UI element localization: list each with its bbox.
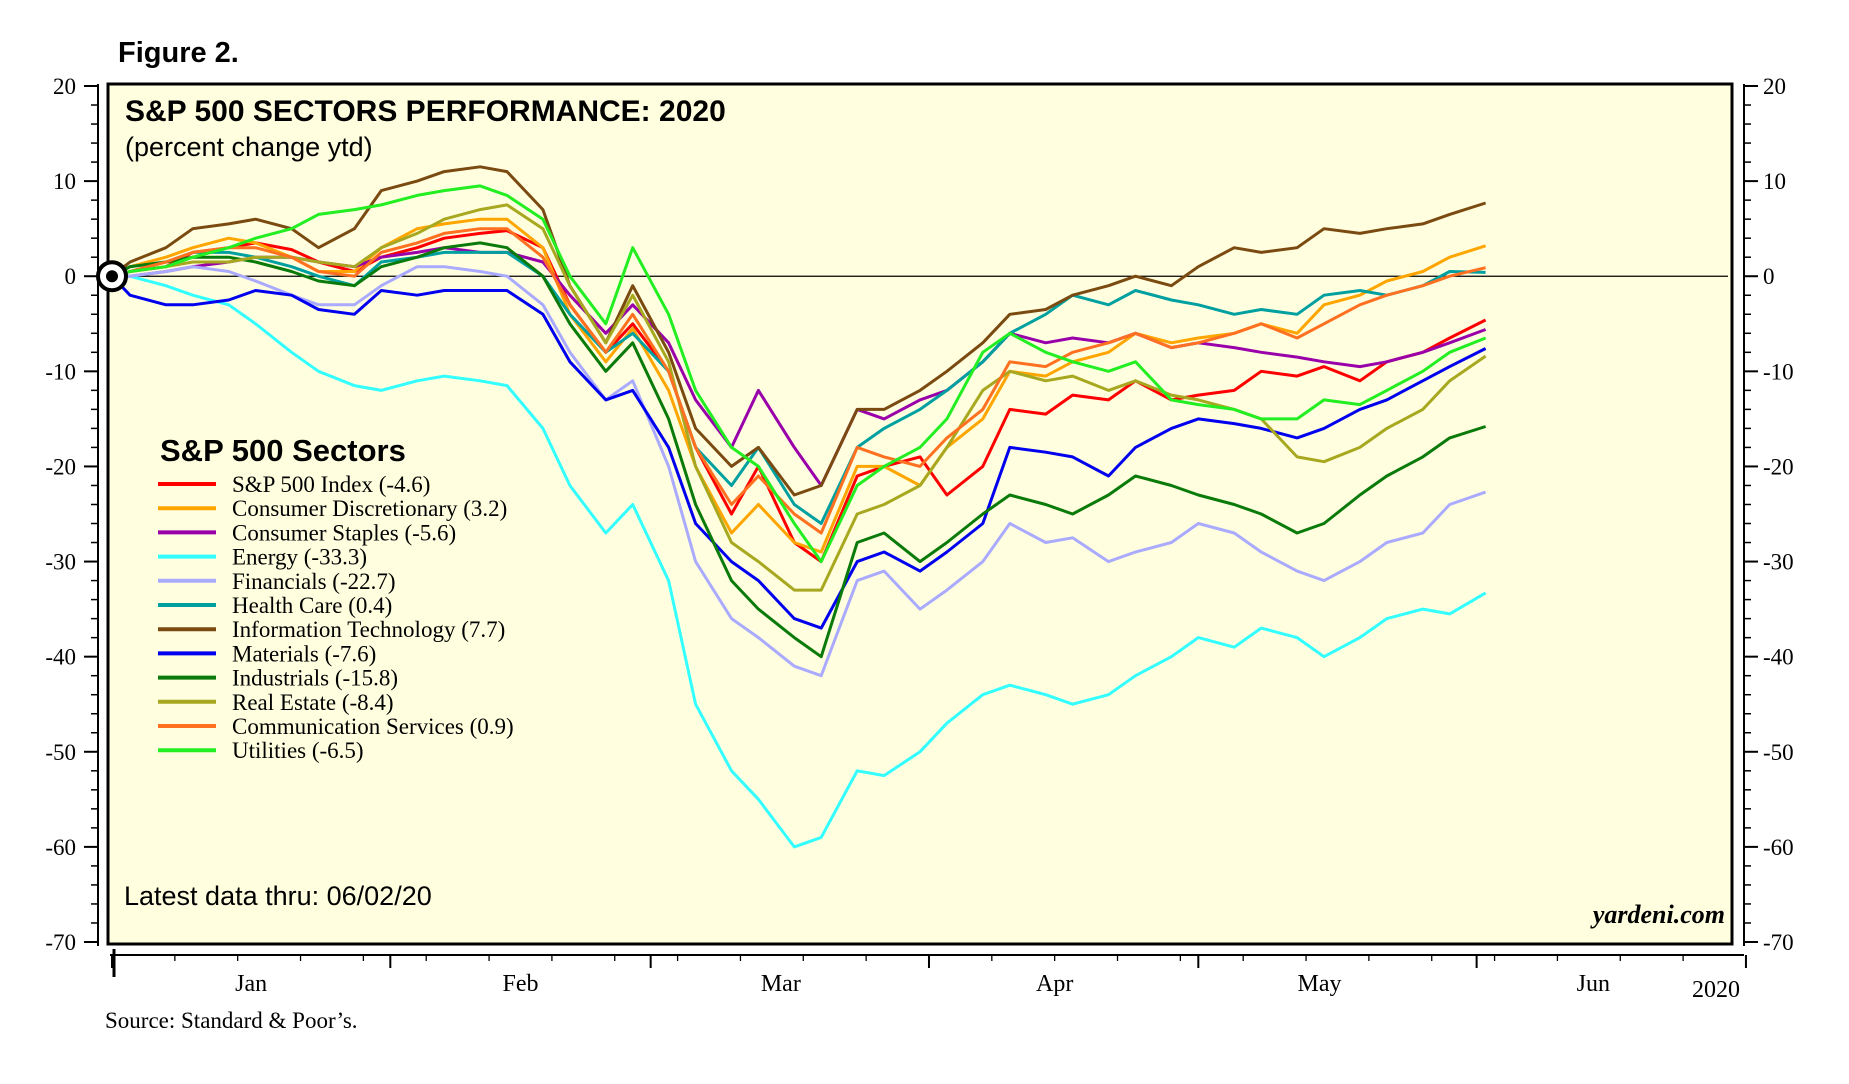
y-tick-label-left: -60 [45, 835, 76, 860]
legend-label: Health Care (0.4) [232, 593, 392, 618]
y-tick-label-right: 20 [1763, 74, 1786, 99]
source-note: Source: Standard & Poor’s. [105, 1008, 358, 1033]
watermark: yardeni.com [1590, 900, 1725, 929]
x-tick-label: Feb [502, 971, 538, 997]
legend-label: Communication Services (0.9) [232, 714, 514, 739]
chart-subtitle: (percent change ytd) [125, 132, 373, 162]
x-tick-label: May [1298, 971, 1342, 997]
chart-title: S&P 500 SECTORS PERFORMANCE: 2020 [125, 95, 726, 128]
legend: S&P 500 Index (-4.6)Consumer Discretiona… [158, 472, 514, 763]
y-tick-label-right: -60 [1763, 835, 1794, 860]
y-tick-label-right: 10 [1763, 169, 1786, 194]
series-lines [110, 165, 1487, 849]
y-tick-label-left: 10 [53, 169, 76, 194]
figure-label: Figure 2. [118, 37, 239, 69]
series-line-information-technology [111, 165, 1487, 497]
year-label: 2020 [1692, 977, 1740, 1003]
legend-label: Consumer Discretionary (3.2) [232, 496, 507, 521]
origin-marker [96, 260, 128, 293]
series-line-communication-services [111, 227, 1486, 535]
y-tick-label-left: -20 [45, 454, 76, 479]
y-tick-label-left: -10 [45, 359, 76, 384]
plot-area [106, 82, 1734, 946]
y-tick-label-left: 20 [53, 74, 76, 99]
legend-label: Financials (-22.7) [232, 569, 396, 594]
legend-label: Information Technology (7.7) [232, 617, 505, 642]
legend-label: Energy (-33.3) [232, 545, 367, 570]
y-tick-label-right: -50 [1763, 740, 1794, 765]
x-tick-label: Apr [1036, 971, 1073, 997]
y-tick-label-left: -50 [45, 740, 76, 765]
y-tick-label-right: -20 [1763, 454, 1794, 479]
legend-label: Real Estate (-8.4) [232, 690, 394, 715]
series-line-financials [112, 265, 1487, 678]
series-line-industrials [111, 241, 1487, 659]
legend-label: Industrials (-15.8) [232, 666, 398, 691]
x-tick-label: Mar [761, 971, 801, 997]
y-tick-label-right: -10 [1763, 359, 1794, 384]
y-axis-right: 20 10 0 -10 -20 -30 -40 -50 -60 -70 [1743, 74, 1794, 955]
legend-label: Materials (-7.6) [232, 641, 376, 666]
legend-label: Consumer Staples (-5.6) [232, 520, 456, 545]
y-axis-left: 20 10 0 -10 -20 -30 -40 -50 -60 -70 [45, 74, 99, 955]
y-tick-label-right: -40 [1763, 645, 1794, 670]
y-tick-label-right: -70 [1763, 930, 1794, 955]
legend-label: S&P 500 Index (-4.6) [232, 472, 430, 497]
series-line-materials [110, 275, 1487, 630]
latest-data-note: Latest data thru: 06/02/20 [124, 881, 432, 911]
y-tick-label-left: 0 [65, 264, 77, 289]
y-tick-label-right: -30 [1763, 550, 1794, 575]
legend-title: S&P 500 Sectors [160, 433, 406, 468]
series-line-health-care [111, 250, 1486, 525]
y-tick-label-left: -70 [45, 930, 76, 955]
series-line-energy [112, 274, 1487, 849]
y-tick-label-right: 0 [1763, 264, 1775, 289]
x-tick-label: Jun [1577, 971, 1610, 997]
x-axis: Jan Feb Mar Apr May Jun [110, 949, 1747, 997]
y-tick-label-left: -30 [45, 550, 76, 575]
legend-label: Utilities (-6.5) [232, 738, 364, 763]
y-tick-label-left: -40 [45, 645, 76, 670]
x-tick-label: Jan [235, 971, 267, 997]
series-line-utilities [111, 184, 1487, 564]
